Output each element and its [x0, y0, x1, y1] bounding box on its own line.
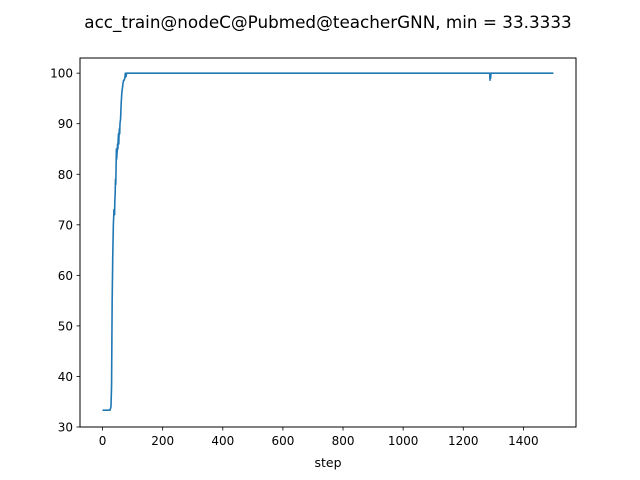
x-tick-label: 600 — [271, 434, 294, 448]
x-tick-label: 1200 — [448, 434, 479, 448]
y-tick-label: 50 — [58, 319, 73, 333]
x-tick-label: 0 — [99, 434, 107, 448]
x-tick-label: 1400 — [508, 434, 539, 448]
y-tick-label: 40 — [58, 370, 73, 384]
x-tick-label: 200 — [151, 434, 174, 448]
plot-frame — [79, 57, 577, 428]
x-tick-label: 800 — [332, 434, 355, 448]
x-tick-label: 1000 — [388, 434, 419, 448]
y-tick-label: 90 — [58, 117, 73, 131]
y-tick-label: 30 — [58, 421, 73, 435]
y-axis-ticks: 30 40 50 60 70 80 90 100 — [50, 67, 80, 435]
series-line — [102, 72, 554, 411]
y-tick-label: 100 — [50, 67, 73, 81]
y-tick-label: 80 — [58, 168, 73, 182]
y-tick-label: 70 — [58, 218, 73, 232]
x-axis-label: step — [314, 455, 341, 470]
x-tick-label: 400 — [211, 434, 234, 448]
x-axis-ticks: 0 200 400 600 800 1000 1200 1400 — [99, 427, 539, 448]
y-tick-label: 60 — [58, 269, 73, 283]
chart-title: acc_train@nodeC@Pubmed@teacherGNN, min =… — [84, 12, 571, 33]
